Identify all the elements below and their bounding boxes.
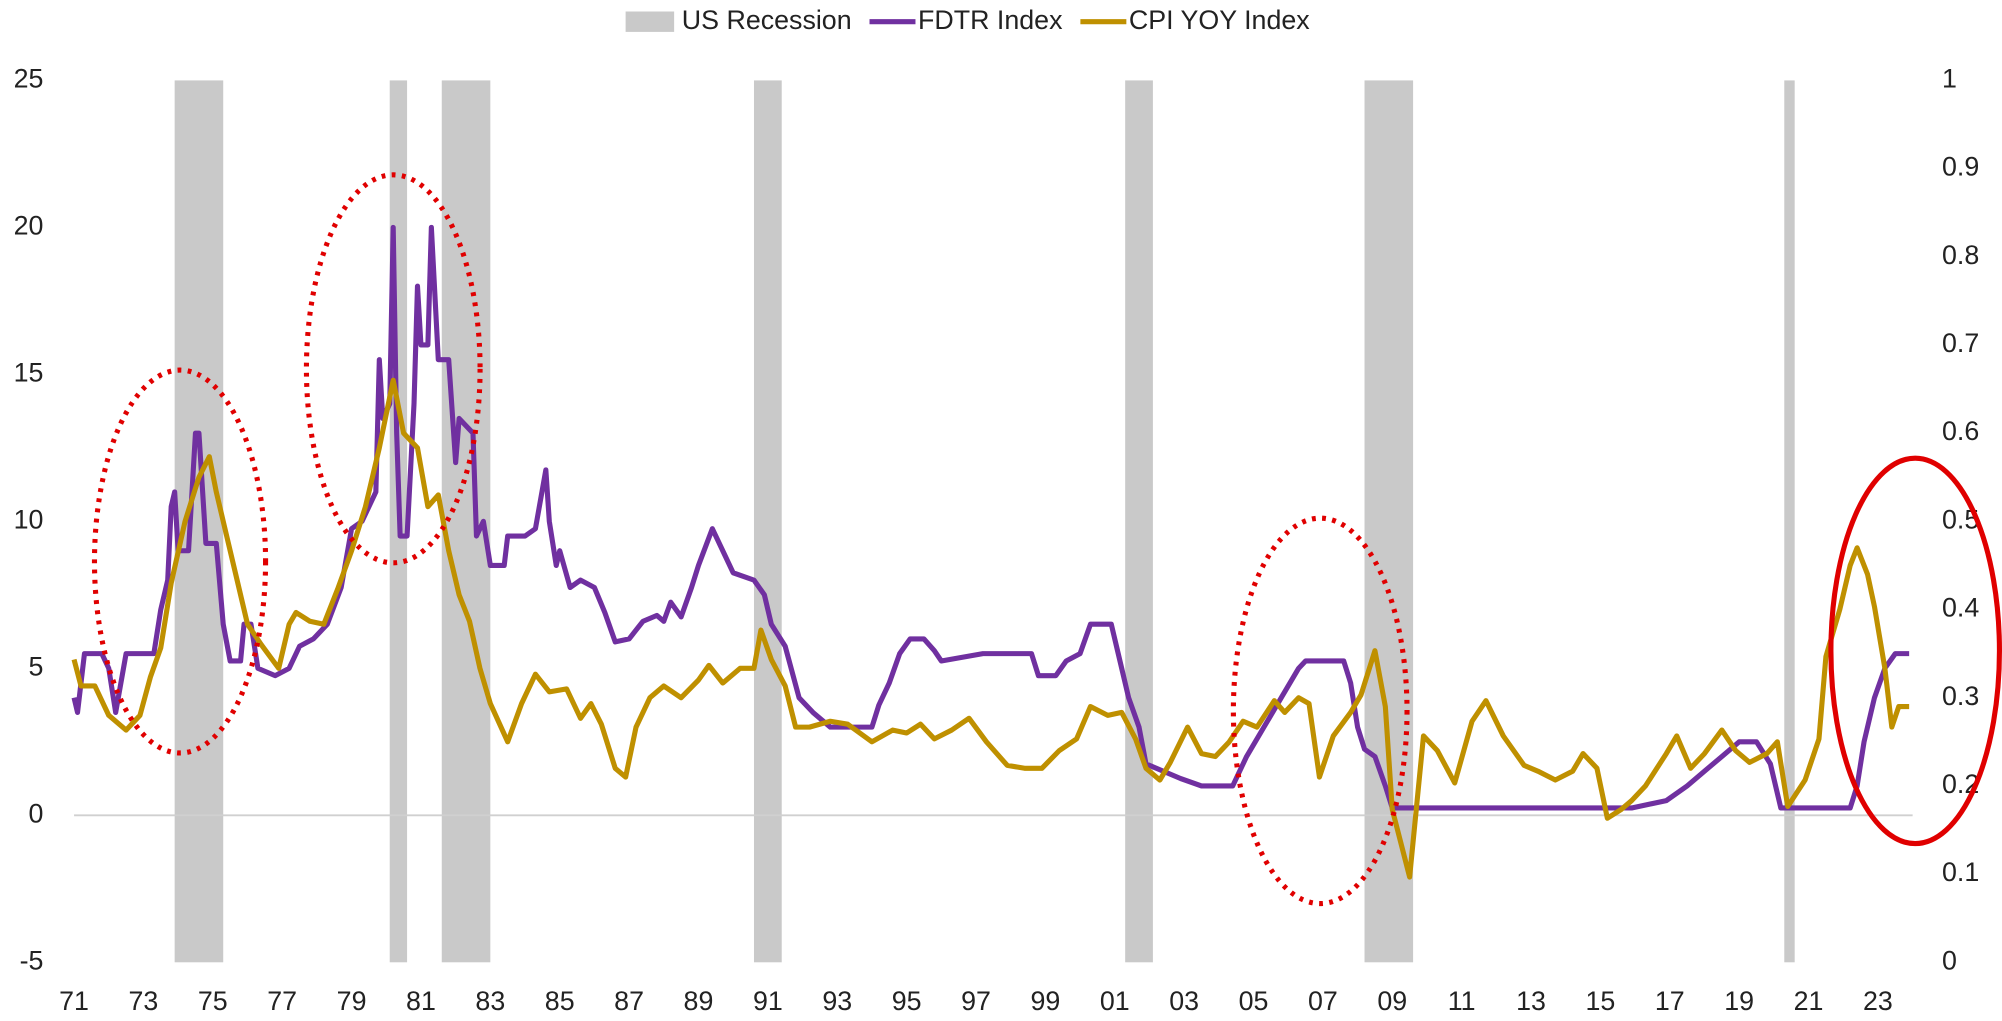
highlight-ellipse bbox=[303, 172, 483, 566]
y2-tick-label: 0.7 bbox=[1942, 328, 1979, 358]
x-tick-label: 71 bbox=[59, 986, 89, 1016]
x-tick-label: 07 bbox=[1308, 986, 1338, 1016]
y-tick-label: -5 bbox=[20, 945, 44, 975]
y-tick-label: 15 bbox=[14, 357, 44, 387]
y-tick-label: 20 bbox=[14, 210, 44, 240]
y-tick-label: 5 bbox=[29, 651, 44, 681]
series-line bbox=[71, 224, 1910, 811]
x-tick-label: 17 bbox=[1655, 986, 1685, 1016]
x-tick-label: 03 bbox=[1169, 986, 1199, 1016]
y2-tick-label: 0.4 bbox=[1942, 593, 1979, 623]
x-tick-label: 13 bbox=[1516, 986, 1546, 1016]
recession-band bbox=[174, 80, 224, 963]
recession-band bbox=[1125, 80, 1153, 963]
legend-label: FDTR Index bbox=[918, 5, 1063, 35]
x-tick-label: 21 bbox=[1794, 986, 1824, 1016]
y2-tick-label: 0.3 bbox=[1942, 681, 1979, 711]
highlight-ellipse bbox=[1230, 515, 1410, 907]
highlight-ellipse bbox=[1828, 455, 2002, 847]
recession-band bbox=[1784, 80, 1795, 963]
x-tick-label: 89 bbox=[684, 986, 714, 1016]
x-tick-label: 23 bbox=[1863, 986, 1893, 1016]
x-tick-label: 81 bbox=[406, 986, 436, 1016]
x-tick-label: 85 bbox=[545, 986, 575, 1016]
x-tick-label: 09 bbox=[1377, 986, 1407, 1016]
x-tick-label: 19 bbox=[1724, 986, 1754, 1016]
x-tick-label: 95 bbox=[892, 986, 922, 1016]
y2-tick-label: 1 bbox=[1942, 63, 1957, 93]
y2-tick-label: 0.9 bbox=[1942, 152, 1979, 182]
y-tick-label: 25 bbox=[14, 63, 44, 93]
legend-label: CPI YOY Index bbox=[1129, 5, 1310, 35]
x-tick-label: 11 bbox=[1448, 986, 1476, 1016]
y-tick-label: 10 bbox=[14, 504, 44, 534]
y-tick-label: 0 bbox=[29, 798, 44, 828]
legend-swatch bbox=[625, 11, 675, 32]
x-tick-label: 75 bbox=[198, 986, 228, 1016]
x-tick-label: 05 bbox=[1239, 986, 1269, 1016]
y2-tick-label: 0.1 bbox=[1942, 857, 1979, 887]
x-tick-label: 99 bbox=[1030, 986, 1060, 1016]
legend-label: US Recession bbox=[682, 5, 852, 35]
x-tick-label: 77 bbox=[267, 986, 297, 1016]
y2-tick-label: 0 bbox=[1942, 945, 1957, 975]
x-tick-label: 73 bbox=[129, 986, 159, 1016]
y2-tick-label: 0.8 bbox=[1942, 240, 1979, 270]
x-tick-label: 87 bbox=[614, 986, 644, 1016]
x-tick-label: 79 bbox=[337, 986, 367, 1016]
series-line bbox=[71, 377, 1910, 880]
legend: US Recession FDTR Index CPI YOY Index bbox=[625, 5, 1310, 35]
recession-band bbox=[753, 80, 782, 963]
highlight-ellipse bbox=[91, 367, 269, 756]
x-tick-label: 97 bbox=[961, 986, 991, 1016]
x-tick-label: 83 bbox=[475, 986, 505, 1016]
x-tick-label: 15 bbox=[1586, 986, 1616, 1016]
x-tick-label: 93 bbox=[822, 986, 852, 1016]
recession-band bbox=[1364, 80, 1414, 963]
plot: -5051015202500.10.20.30.40.50.60.70.80.9… bbox=[14, 5, 1980, 1016]
y2-tick-label: 0.6 bbox=[1942, 416, 1979, 446]
annotations bbox=[91, 172, 2002, 907]
x-tick-label: 91 bbox=[753, 986, 783, 1016]
x-tick-label: 01 bbox=[1100, 986, 1130, 1016]
